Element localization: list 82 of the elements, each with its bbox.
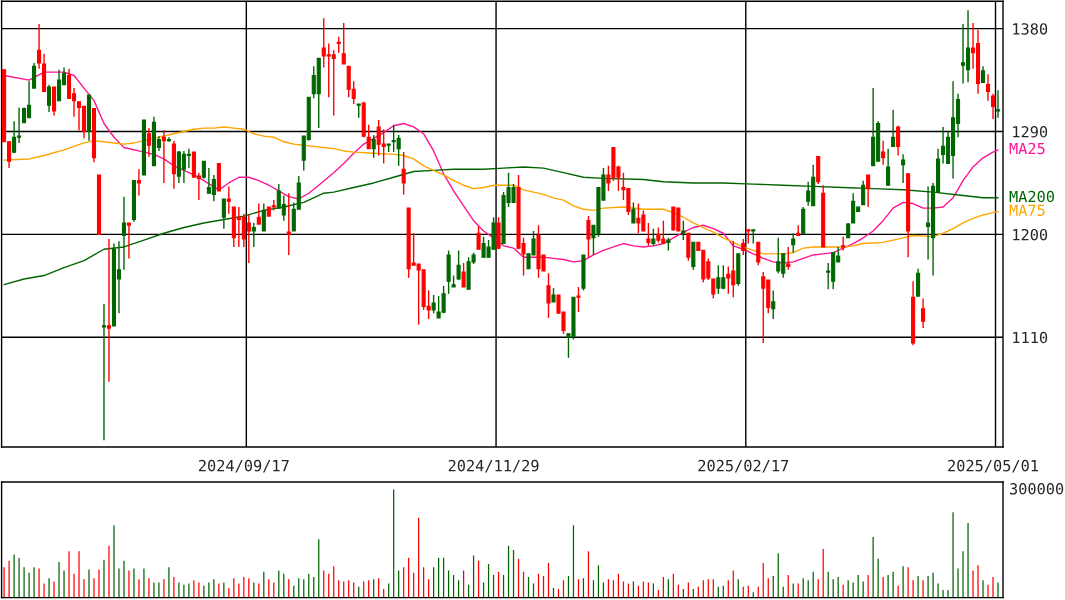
candlestick [331,49,336,117]
candlestick [166,136,171,143]
candlestick [256,202,261,225]
candlestick [761,271,766,344]
y-tick-label: 1290 [1013,126,1048,138]
series-label: MA75 [1009,204,1045,216]
candlestick [926,185,931,261]
candlestick [990,93,996,120]
series-label: MA25 [1009,142,1045,155]
candlestick [211,174,216,202]
candlestick [776,237,781,274]
candlestick [771,289,776,320]
candlestick [456,249,461,281]
candlestick [716,264,721,295]
candlestick [546,272,551,319]
x-tick-label: 2025/02/17 [698,459,789,473]
candlestick [866,174,871,208]
candlestick [461,262,466,288]
candlestick [985,73,991,102]
candlestick [891,109,896,148]
candlestick [76,101,82,132]
candlestick [371,134,376,159]
candlestick [121,195,127,271]
candlestick [896,125,901,157]
candlestick [381,128,386,165]
candlestick [66,67,72,100]
y-tick-label: 1110 [1013,331,1048,344]
candlestick [226,185,231,215]
candlestick [431,294,436,314]
candlestick [56,69,62,102]
candlestick [576,286,581,313]
candlestick [261,202,266,232]
candlestick [960,23,966,85]
candlestick [106,238,112,383]
y-tick-label: 1200 [1013,228,1048,241]
candlestick [12,120,17,154]
candlestick [631,201,636,224]
candlestick [801,206,806,234]
candlestick [401,151,406,196]
candlestick [161,129,166,184]
candlestick [186,147,191,169]
candlestick [246,214,251,264]
y-tick-label: 1380 [1013,23,1048,35]
candlestick [366,123,371,150]
candlestick [46,83,52,113]
candlestick [916,267,921,297]
candlestick [841,235,846,252]
candlestick [126,222,132,260]
candlestick [396,134,401,167]
candlestick [221,198,226,230]
x-tick-label: 2024/11/29 [448,459,539,473]
candlestick [756,241,761,266]
text: 300000 [1010,483,1064,495]
candlestick [861,179,866,206]
candlestick [646,222,651,247]
candlestick [786,246,791,271]
candlestick [941,126,946,165]
candlestick [901,153,906,184]
candlestick [965,9,971,84]
candlestick [995,89,1001,119]
candlestick [341,22,346,65]
candlestick [791,232,796,254]
candlestick [146,127,151,158]
candlestick [136,168,142,197]
series-label: MA200 [1009,190,1055,203]
candlestick [476,225,481,250]
candlestick [586,215,591,258]
candlestick [886,147,891,186]
candlestick [681,219,686,241]
candlestick [726,265,731,295]
candlestick [286,192,291,256]
candlestick [32,62,37,89]
candlestick [711,278,716,300]
candlestick [101,303,107,441]
x-tick-label: 2025/05/01 [948,459,1038,473]
candlestick [281,194,286,222]
candlestick [251,222,256,248]
candlestick [921,297,926,329]
candlestick [806,181,811,207]
candlestick [881,139,886,166]
candlestick [691,241,696,271]
x-tick-label: 2024/09/17 [198,459,289,473]
